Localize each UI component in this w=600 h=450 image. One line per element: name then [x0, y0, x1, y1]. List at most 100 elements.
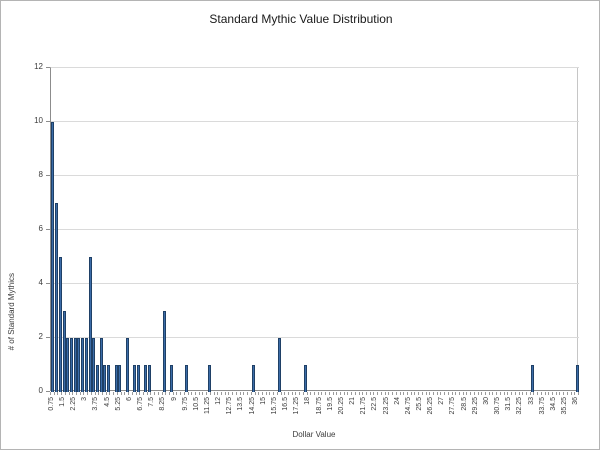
x-tick [109, 392, 111, 395]
x-tick-label-18: 18 [304, 397, 312, 405]
bar-7 [144, 365, 148, 392]
x-tick [295, 392, 297, 395]
bar-3.75 [95, 365, 99, 392]
x-tick [477, 392, 479, 395]
y-axis-title: # of Standard Mythics [7, 273, 16, 351]
x-tick [68, 392, 70, 395]
bar-1.75 [66, 338, 70, 392]
x-tick [273, 392, 275, 395]
x-tick [310, 392, 312, 395]
x-tick-label-2.25: 2.25 [70, 397, 78, 411]
bar-9.75 [185, 365, 189, 392]
x-tick-label-33.75: 33.75 [538, 397, 546, 415]
x-tick [529, 392, 531, 395]
x-tick [455, 392, 457, 395]
x-tick [154, 392, 156, 395]
x-tick [418, 392, 420, 395]
x-tick [116, 392, 118, 395]
x-tick [280, 392, 282, 395]
x-tick [566, 392, 568, 395]
x-tick [221, 392, 223, 395]
x-tick [269, 392, 271, 395]
x-tick [518, 392, 520, 395]
x-tick-label-9.75: 9.75 [181, 397, 189, 411]
x-tick [563, 392, 565, 395]
x-tick [488, 392, 490, 395]
x-tick [98, 392, 100, 395]
x-tick [358, 392, 360, 395]
x-tick [499, 392, 501, 395]
bar-3 [84, 338, 88, 392]
x-tick [403, 392, 405, 395]
x-tick [83, 392, 85, 395]
x-tick [254, 392, 256, 395]
x-tick [436, 392, 438, 395]
x-tick [373, 392, 375, 395]
x-tick [525, 392, 527, 395]
x-tick [395, 392, 397, 395]
x-tick [321, 392, 323, 395]
x-tick [343, 392, 345, 395]
bar-3.25 [88, 257, 92, 392]
x-tick-label-19.5: 19.5 [326, 397, 334, 411]
y-tick-6 [46, 229, 50, 230]
x-tick-label-6.75: 6.75 [137, 397, 145, 411]
x-tick-label-28.5: 28.5 [460, 397, 468, 411]
x-tick-label-8.25: 8.25 [159, 397, 167, 411]
x-tick [299, 392, 301, 395]
x-tick [228, 392, 230, 395]
x-tick [250, 392, 252, 395]
x-tick [522, 392, 524, 395]
x-tick-label-23.25: 23.25 [382, 397, 390, 415]
y-tick-10 [46, 121, 50, 122]
bar-0.75 [51, 122, 55, 392]
x-tick [213, 392, 215, 395]
x-tick [150, 392, 152, 395]
x-tick [503, 392, 505, 395]
x-tick [559, 392, 561, 395]
y-tick-2 [46, 337, 50, 338]
gridline-y-8 [51, 175, 579, 176]
x-tick [314, 392, 315, 395]
x-tick-label-3.75: 3.75 [92, 397, 100, 411]
x-axis-title: Dollar Value [292, 430, 336, 439]
x-tick [574, 392, 576, 395]
bar-3.5 [92, 338, 96, 392]
x-tick-label-18.75: 18.75 [315, 397, 323, 415]
x-tick [128, 392, 130, 395]
y-tick-8 [46, 175, 50, 176]
x-tick [533, 392, 535, 395]
bar-5.25 [118, 365, 122, 392]
x-tick [168, 392, 170, 395]
x-tick [90, 392, 92, 395]
x-tick [406, 392, 408, 395]
x-tick-label-21.75: 21.75 [360, 397, 368, 415]
x-tick [351, 392, 353, 395]
bar-4.25 [103, 365, 107, 392]
x-tick [366, 392, 368, 395]
x-tick [570, 392, 572, 395]
x-tick [578, 392, 579, 395]
x-tick [161, 392, 163, 395]
x-tick-label-32.25: 32.25 [516, 397, 524, 415]
x-tick [198, 392, 200, 395]
x-tick [243, 392, 245, 395]
x-tick-label-34.5: 34.5 [549, 397, 557, 411]
x-tick-label-1.5: 1.5 [59, 397, 66, 407]
x-tick-label-22.5: 22.5 [371, 397, 379, 411]
y-tick-label-8: 8 [38, 170, 43, 179]
x-tick [540, 392, 542, 395]
bar-1.5 [62, 311, 66, 392]
x-tick-label-14.25: 14.25 [248, 397, 256, 415]
x-tick [392, 392, 394, 395]
y-tick-0 [46, 391, 50, 392]
x-tick-label-25.5: 25.5 [415, 397, 423, 411]
x-tick-label-12.75: 12.75 [226, 397, 234, 415]
y-tick-label-0: 0 [38, 386, 43, 395]
x-tick [429, 392, 431, 395]
x-tick [57, 392, 59, 395]
x-tick [61, 392, 63, 395]
x-tick [232, 392, 234, 395]
y-tick-label-2: 2 [38, 332, 43, 341]
x-tick [165, 392, 167, 395]
